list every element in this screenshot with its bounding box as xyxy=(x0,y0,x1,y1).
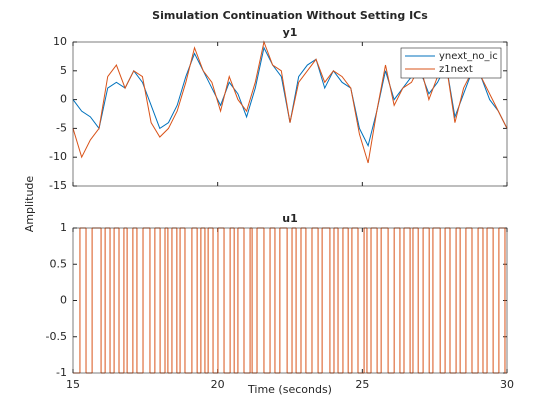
subplot-title: y1 xyxy=(283,26,298,39)
x-axis-label: Time (seconds) xyxy=(247,383,332,396)
y-tick-label: 10 xyxy=(53,35,67,48)
subplot-title: u1 xyxy=(282,212,298,225)
y-tick-label: -0.5 xyxy=(46,330,67,343)
x-tick-label: 15 xyxy=(66,378,80,391)
figure-title: Simulation Continuation Without Setting … xyxy=(152,9,428,22)
y-axis-label: Amplitude xyxy=(23,176,36,233)
y-tick-label: 0 xyxy=(60,93,67,106)
legend-label: z1next xyxy=(439,64,473,75)
x-tick-label: 25 xyxy=(355,378,369,391)
axes-frame xyxy=(72,227,508,374)
legend-box xyxy=(400,47,502,79)
y-tick-label: 0 xyxy=(60,294,67,307)
x-tick-label: 20 xyxy=(211,378,225,391)
legend-label: ynext_no_ic xyxy=(439,51,498,62)
x-tick-label: 30 xyxy=(500,378,514,391)
y-tick-label: -10 xyxy=(49,150,67,163)
axes-frame xyxy=(72,41,508,187)
y-tick-label: 1 xyxy=(60,221,67,234)
y-tick-label: 0.5 xyxy=(50,257,68,270)
y-tick-label: -5 xyxy=(56,121,67,134)
legend: ynext_no_ic z1next xyxy=(400,47,502,79)
y-tick-label: -15 xyxy=(49,179,67,192)
plot-area xyxy=(73,228,507,373)
y-tick-label: -1 xyxy=(56,366,67,379)
series-line xyxy=(72,40,508,164)
y-tick-label: 5 xyxy=(60,64,67,77)
